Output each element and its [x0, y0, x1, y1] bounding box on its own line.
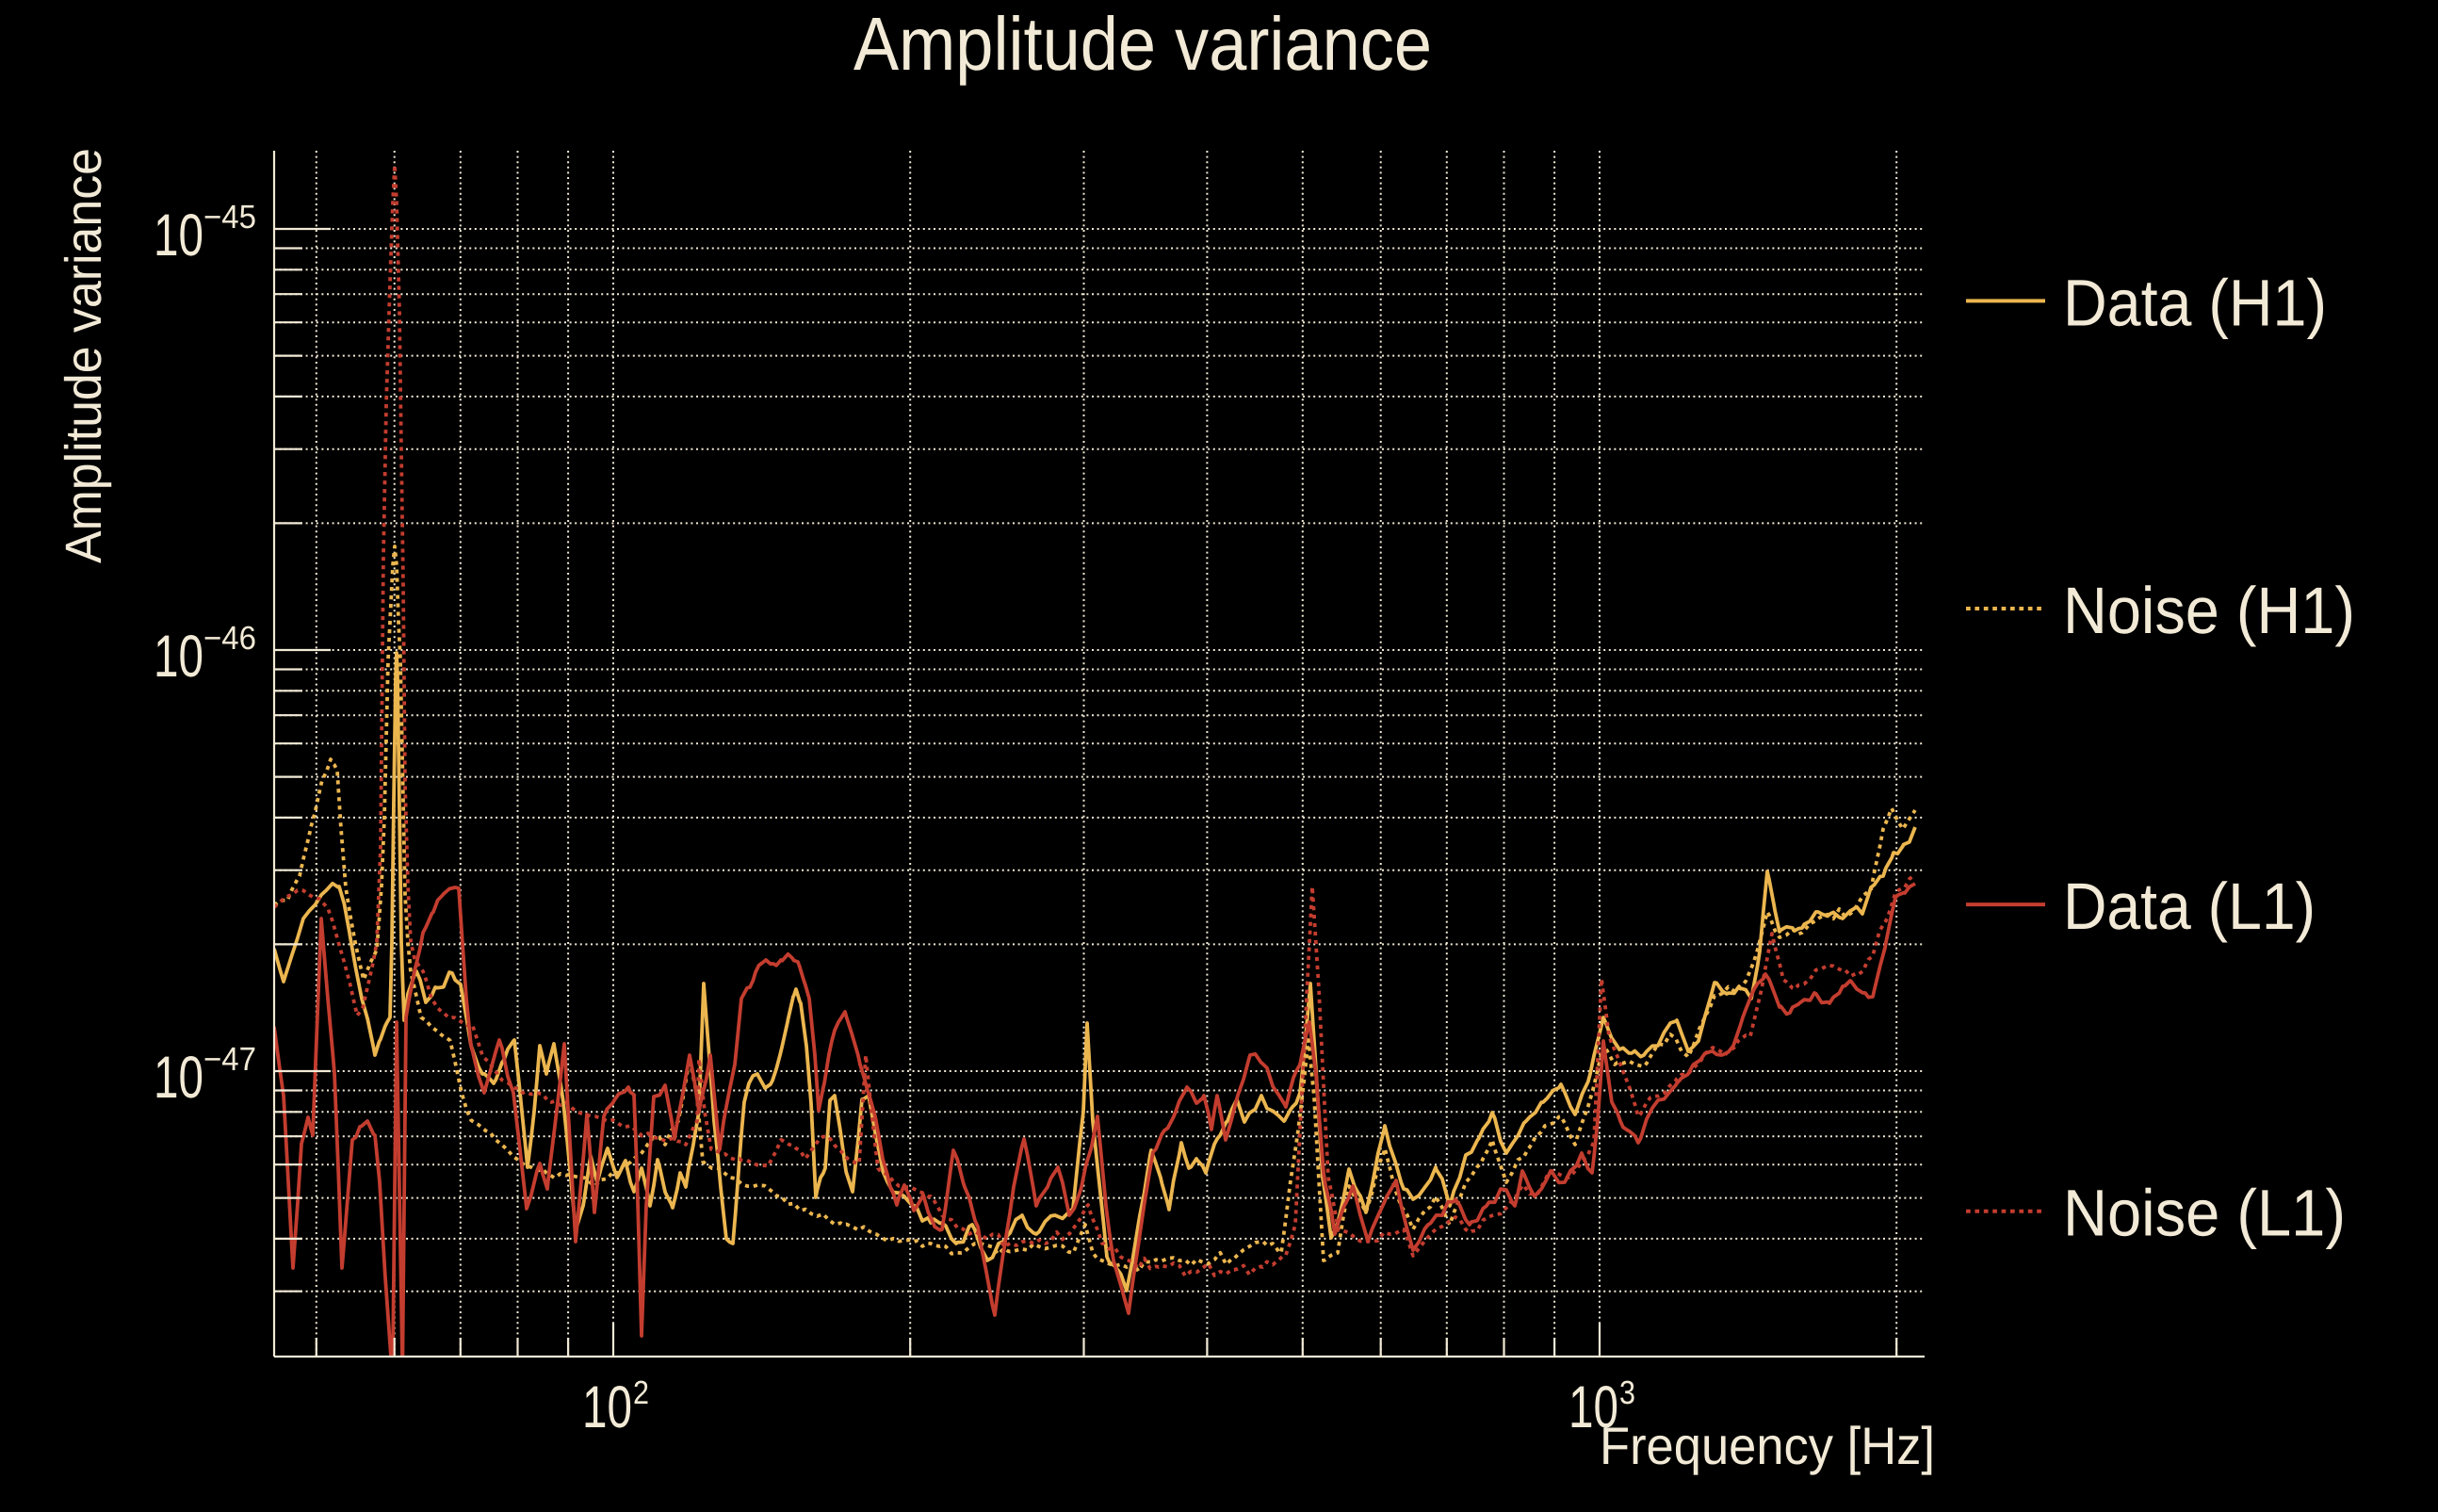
svg-text:10: 10 [154, 203, 203, 268]
svg-text:Data (L1): Data (L1) [2063, 870, 2316, 943]
svg-text:−45: −45 [203, 199, 256, 236]
svg-text:10: 10 [1568, 1374, 1618, 1440]
svg-text:Noise (H1): Noise (H1) [2063, 574, 2355, 647]
svg-text:10: 10 [582, 1374, 632, 1440]
svg-text:Data (H1): Data (H1) [2063, 266, 2327, 339]
svg-text:Noise (L1): Noise (L1) [2063, 1177, 2346, 1250]
svg-text:Frequency [Hz]: Frequency [Hz] [1600, 1416, 1935, 1475]
svg-text:−46: −46 [203, 620, 256, 657]
svg-text:2: 2 [633, 1374, 649, 1411]
svg-text:Amplitude variance: Amplitude variance [56, 148, 112, 563]
svg-text:3: 3 [1619, 1374, 1635, 1411]
svg-text:10: 10 [154, 1045, 203, 1111]
svg-text:Amplitude variance: Amplitude variance [853, 2, 1432, 86]
svg-text:10: 10 [154, 624, 203, 690]
svg-text:−47: −47 [203, 1041, 256, 1078]
